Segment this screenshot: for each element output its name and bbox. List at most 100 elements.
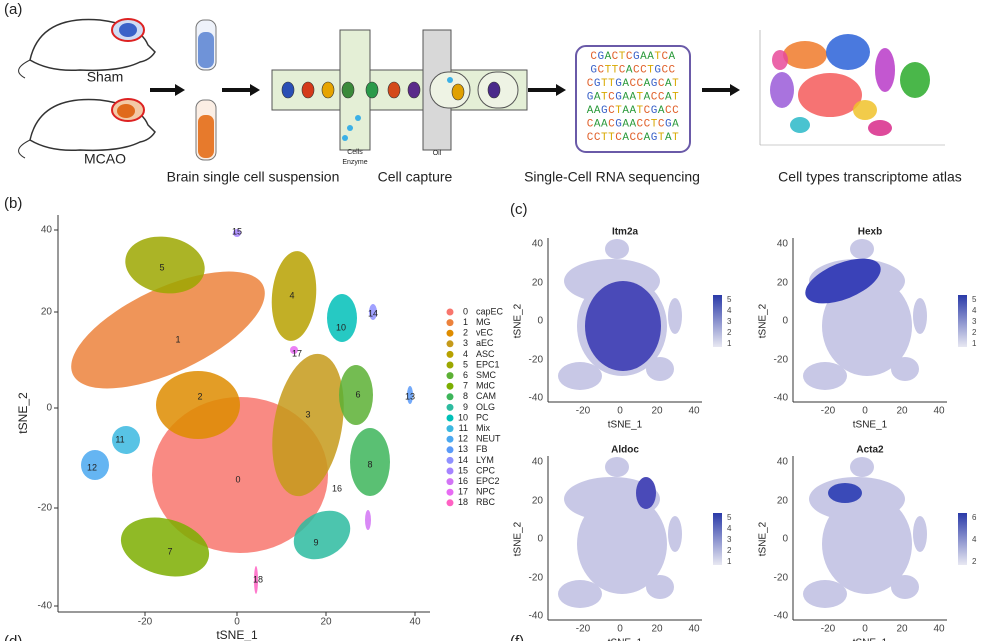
sequence: CGTTGACCAGCAT: [587, 78, 679, 90]
legend-name: EPC1: [476, 359, 500, 369]
legend-id: 16: [458, 476, 468, 486]
x-tick-label: 40: [933, 624, 945, 635]
y-tick-label: -40: [38, 601, 53, 612]
x-tick-label: 20: [320, 617, 332, 628]
cell-cloud: [558, 457, 682, 608]
cluster-area: [350, 428, 390, 496]
legend-id: 3: [463, 338, 468, 348]
panel-a-art: [18, 18, 945, 161]
legend-id: 6: [463, 370, 468, 380]
cluster-label: 7: [167, 546, 172, 556]
panel-label: (d): [4, 633, 22, 641]
legend-swatch: [446, 382, 454, 390]
cluster-label: 10: [336, 322, 346, 332]
cluster-label: 2: [197, 391, 202, 401]
cluster-label: 14: [368, 308, 378, 318]
legend-swatch: [446, 499, 454, 507]
capture-chip: [271, 29, 528, 151]
step-label: Cell types transcriptome atlas: [778, 169, 962, 185]
step-label: Cell capture: [378, 169, 453, 185]
legend-id: 15: [458, 465, 468, 475]
y-tick-label: 20: [777, 278, 789, 289]
legend-name: OLG: [476, 402, 495, 412]
legend-name: ASC: [476, 349, 495, 359]
cluster-area: [407, 386, 413, 404]
x-tick-label: -20: [576, 624, 591, 635]
y-tick-label: 40: [532, 457, 544, 468]
color-bar-label: 1: [727, 557, 732, 566]
x-tick-label: 20: [651, 624, 663, 635]
x-axis-label: tSNE_1: [853, 420, 888, 431]
y-tick-label: -20: [774, 355, 789, 366]
cluster-area: [327, 294, 357, 342]
legend-name: capEC: [476, 306, 504, 316]
sequence: GCTTCACCTGCC: [590, 64, 675, 76]
step-label: MCAO: [84, 151, 126, 167]
legend-name: EPC2: [476, 476, 500, 486]
legend-id: 0: [463, 306, 468, 316]
legend-swatch: [446, 372, 454, 380]
legend-id: 13: [458, 444, 468, 454]
mini-atlas: [759, 30, 945, 146]
legend-id: 4: [463, 349, 468, 359]
legend-id: 12: [458, 434, 468, 444]
y-tick-label: -20: [38, 503, 53, 514]
step-label: Brain single cell suspension: [167, 169, 340, 185]
legend-name: vEC: [476, 328, 494, 338]
y-axis-label: tSNE_2: [758, 303, 769, 338]
color-bar: [713, 295, 722, 347]
step-label: Sham: [87, 69, 124, 85]
legend-id: 5: [463, 359, 468, 369]
cluster-label: 13: [405, 391, 415, 401]
arrows: [150, 84, 740, 96]
color-bar-label: 4: [727, 306, 732, 315]
cluster-area: [272, 353, 344, 497]
x-axis-label: tSNE_1: [853, 638, 888, 641]
capture-label: Enzyme: [342, 159, 367, 166]
feature-plot: Hexb -20 0 20 40 40 20 0 -20 -40 tSNE_1 tSNE_2 5 4 3 2 1: [758, 227, 977, 431]
legend-swatch: [446, 361, 454, 369]
x-axis-label: tSNE_1: [608, 420, 643, 431]
legend-name: CAM: [476, 391, 496, 401]
color-bar-label: 6: [972, 513, 977, 522]
x-axis-label: tSNE_1: [608, 638, 643, 641]
color-bar-label: 4: [727, 524, 732, 533]
x-tick-label: 40: [688, 624, 700, 635]
cluster-area: [112, 426, 140, 454]
legend-swatch: [446, 350, 454, 358]
tubes: [195, 19, 217, 161]
cluster-area: [339, 365, 373, 425]
y-axis-label: tSNE_2: [513, 521, 524, 556]
cluster-label: 8: [367, 459, 372, 469]
legend-name: Mix: [476, 423, 490, 433]
color-bar-label: 1: [972, 339, 977, 348]
legend-name: FB: [476, 444, 488, 454]
color-bar-label: 3: [727, 535, 732, 544]
x-tick-label: 0: [862, 624, 868, 635]
cluster-area: [293, 510, 351, 560]
legend-name: PC: [476, 412, 489, 422]
cluster-label: 9: [313, 537, 318, 547]
legend-swatch: [446, 435, 454, 443]
color-bar-label: 2: [972, 557, 977, 566]
sequence: CAACGAACCTCGA: [587, 118, 679, 130]
legend-id: 7: [463, 381, 468, 391]
y-tick-label: -20: [529, 355, 544, 366]
cluster-area: [254, 566, 258, 594]
legend-swatch: [446, 467, 454, 475]
y-axis-label: tSNE_2: [513, 303, 524, 338]
panel-label: (a): [4, 1, 22, 18]
sequence: AAGCTAATCGACC: [587, 105, 679, 117]
cluster-label: 15: [232, 226, 242, 236]
sequence: GATCGAATACCAT: [587, 91, 679, 103]
legend-id: 11: [459, 423, 468, 433]
legend-swatch: [446, 478, 454, 486]
y-tick-label: 20: [532, 496, 544, 507]
color-bar-label: 3: [727, 317, 732, 326]
legend-name: MdC: [476, 381, 496, 391]
feature-plot: Aldoc -20 0 20 40 40 20 0 -20 -40 tSNE_1 tSNE_2 5 4 3 2…: [513, 445, 732, 641]
legend-swatch: [446, 308, 454, 316]
y-tick-label: 0: [782, 316, 788, 327]
legend-swatch: [446, 414, 454, 422]
